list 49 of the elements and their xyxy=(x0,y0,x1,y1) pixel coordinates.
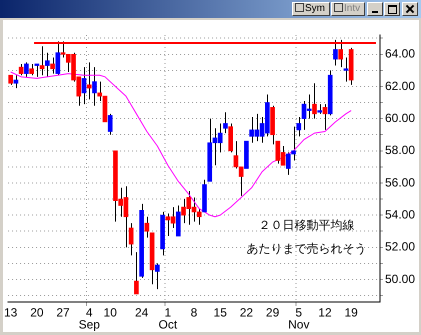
candlestick xyxy=(155,262,160,290)
x-tick-label: 4 Sep xyxy=(78,305,100,332)
candlestick xyxy=(14,74,18,89)
x-tick-label: 29 xyxy=(266,305,280,320)
x-tick-label: 13 xyxy=(4,305,18,320)
candlestick xyxy=(333,39,338,66)
candlestick xyxy=(223,112,228,134)
y-tick-label: 52.00 xyxy=(384,240,416,254)
candlestick xyxy=(134,252,139,294)
y-tick-label: 60.00 xyxy=(384,110,416,125)
x-tick-label: 24 xyxy=(134,305,149,320)
x-tick-label: 12 xyxy=(318,305,332,320)
candlestick xyxy=(29,63,34,76)
candlestick xyxy=(322,104,328,130)
x-tick-label: 15 xyxy=(214,305,228,320)
x-tick-label: 22 xyxy=(240,305,254,320)
candlestick xyxy=(40,46,44,76)
candlestick xyxy=(82,66,86,105)
candlestick xyxy=(45,52,50,78)
candlestick xyxy=(34,63,40,78)
x-tick-label: 20 xyxy=(30,305,44,320)
candlestick xyxy=(144,216,150,238)
annotation: ２０日移動平均線 xyxy=(258,218,354,232)
candlestick xyxy=(128,222,134,256)
y-tick-label: 62.00 xyxy=(384,78,416,93)
x-tick-label: 27 xyxy=(56,305,70,320)
candlestick xyxy=(92,66,97,106)
candlestick xyxy=(108,113,113,136)
candlestick xyxy=(50,57,55,74)
candlestick xyxy=(86,62,92,100)
candlestick xyxy=(344,57,348,82)
x-tick-label: 8 xyxy=(190,305,198,320)
y-tick-label: 50.00 xyxy=(384,272,416,286)
x-tick-label: 19 xyxy=(344,305,358,320)
y-tick-label: 54.00 xyxy=(384,207,416,222)
x-tick-label: 1 Oct xyxy=(158,305,178,332)
text: Sym xyxy=(305,3,325,14)
y-tick-label: 56.00 xyxy=(384,175,416,190)
candlestick xyxy=(8,74,14,86)
x-tick-label: 10 xyxy=(104,305,118,320)
y-tick-label: 58.00 xyxy=(384,143,416,158)
candlestick xyxy=(312,82,317,120)
annotation: あたりまで売られそう xyxy=(246,242,366,256)
candlestick xyxy=(24,62,29,78)
candlestick xyxy=(18,63,24,76)
text: Intv xyxy=(344,3,360,14)
candlestick xyxy=(55,40,60,76)
y-tick-label: 64.00 xyxy=(384,46,416,61)
x-tick-label: 5 Nov xyxy=(288,305,310,332)
